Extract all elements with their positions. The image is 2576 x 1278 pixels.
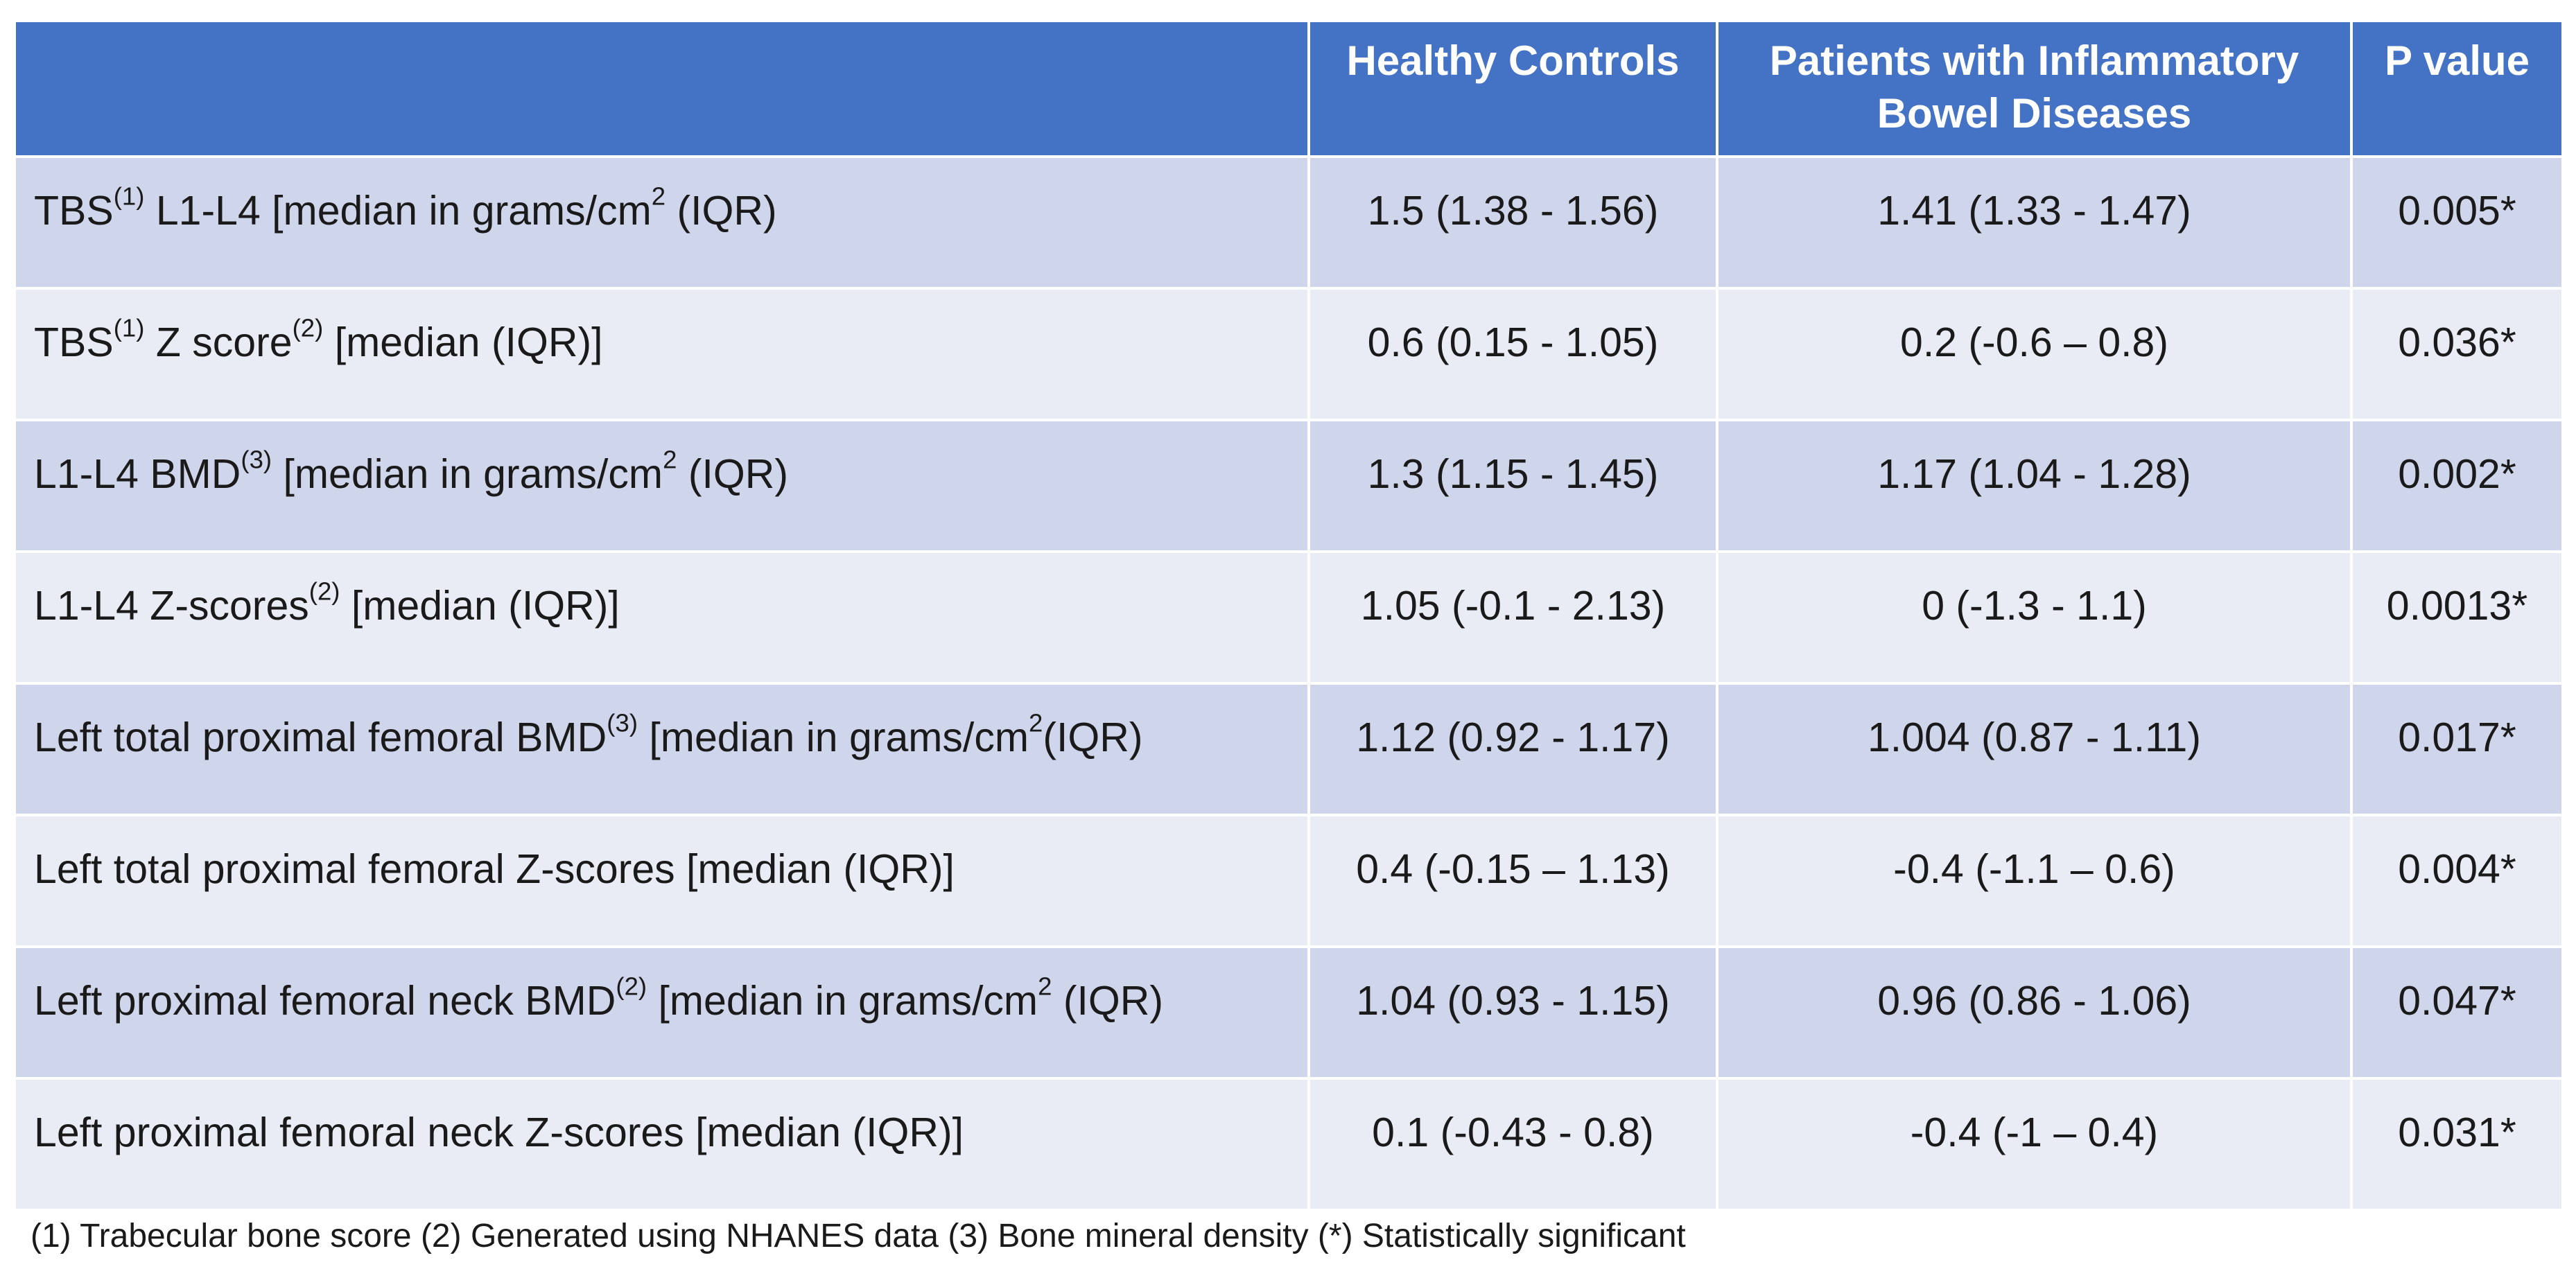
table-row: TBS(1) L1-L4 [median in grams/cm2 (IQR) … [13,155,2564,290]
label-superscript: 2 [651,182,666,211]
label-superscript: (3) [241,445,272,474]
label-text: Left total proximal femoral BMD [34,715,607,760]
label-superscript: (2) [292,313,324,342]
p-value: 0.005* [2350,155,2564,290]
label-superscript: 2 [1038,972,1052,1001]
row-label: Left total proximal femoral Z-scores [me… [13,814,1310,948]
label-text: TBS [34,188,114,234]
ibd-value: 0 (-1.3 - 1.1) [1716,550,2353,685]
label-superscript: (3) [607,708,638,737]
label-text: (IQR) [665,188,777,234]
label-text: Left proximal femoral neck Z-scores [med… [34,1110,964,1155]
label-superscript: (1) [113,313,145,342]
healthy-controls-value: 1.5 (1.38 - 1.56) [1307,155,1718,290]
row-label: L1-L4 Z-scores(2) [median (IQR)] [13,550,1310,685]
label-text: [median in grams/cm [272,451,663,497]
header-ibd-line1: Patients with Inflammatory [1769,37,2299,84]
ibd-value: 1.004 (0.87 - 1.11) [1716,682,2353,816]
table-row: Left proximal femoral neck Z-scores [med… [13,1077,2564,1211]
header-p-value: P value [2350,19,2564,158]
label-text: (IQR) [1052,978,1164,1024]
table-row: L1-L4 BMD(3) [median in grams/cm2 (IQR) … [13,419,2564,553]
p-value: 0.047* [2350,945,2564,1080]
ibd-value: 0.96 (0.86 - 1.06) [1716,945,2353,1080]
label-superscript: 2 [663,445,677,474]
footnote: (1) Trabecular bone score (2) Generated … [31,1218,1686,1254]
ibd-value: 1.17 (1.04 - 1.28) [1716,419,2353,553]
row-label: Left total proximal femoral BMD(3) [medi… [13,682,1310,816]
table-row: TBS(1) Z score(2) [median (IQR)] 0.6 (0.… [13,287,2564,421]
healthy-controls-value: 1.12 (0.92 - 1.17) [1307,682,1718,816]
healthy-controls-value: 0.6 (0.15 - 1.05) [1307,287,1718,421]
label-text: Left proximal femoral neck BMD [34,978,616,1024]
header-healthy-controls: Healthy Controls [1307,19,1718,158]
row-label: Left proximal femoral neck Z-scores [med… [13,1077,1310,1211]
healthy-controls-value: 0.4 (-0.15 – 1.13) [1307,814,1718,948]
healthy-controls-value: 1.04 (0.93 - 1.15) [1307,945,1718,1080]
table-row: Left proximal femoral neck BMD(2) [media… [13,945,2564,1080]
label-text: Z score [144,320,293,365]
header-ibd-patients: Patients with Inflammatory Bowel Disease… [1716,19,2353,158]
header-ibd-line2: Bowel Diseases [1877,90,2192,137]
label-text: [median in grams/cm [647,978,1038,1024]
header-label-cell [13,19,1310,158]
label-superscript: (2) [308,577,340,606]
p-value: 0.0013* [2350,550,2564,685]
p-value: 0.004* [2350,814,2564,948]
ibd-value: 0.2 (-0.6 – 0.8) [1716,287,2353,421]
ibd-value: -0.4 (-1 – 0.4) [1716,1077,2353,1211]
p-value: 0.036* [2350,287,2564,421]
row-label: Left proximal femoral neck BMD(2) [media… [13,945,1310,1080]
label-text: (IQR) [677,451,789,497]
row-label: TBS(1) Z score(2) [median (IQR)] [13,287,1310,421]
healthy-controls-value: 1.05 (-0.1 - 2.13) [1307,550,1718,685]
label-superscript: 2 [1028,708,1043,737]
healthy-controls-value: 1.3 (1.15 - 1.45) [1307,419,1718,553]
p-value: 0.002* [2350,419,2564,553]
table-row: L1-L4 Z-scores(2) [median (IQR)] 1.05 (-… [13,550,2564,685]
results-table: Healthy Controls Patients with Inflammat… [13,19,2564,1211]
ibd-value: 1.41 (1.33 - 1.47) [1716,155,2353,290]
label-text: L1-L4 Z-scores [34,583,309,629]
row-label: L1-L4 BMD(3) [median in grams/cm2 (IQR) [13,419,1310,553]
label-text: [median (IQR)] [340,583,620,629]
row-label: TBS(1) L1-L4 [median in grams/cm2 (IQR) [13,155,1310,290]
label-text: [median in grams/cm [638,715,1029,760]
table-row: Left total proximal femoral Z-scores [me… [13,814,2564,948]
label-text: TBS [34,320,114,365]
p-value: 0.031* [2350,1077,2564,1211]
label-text: L1-L4 [median in grams/cm [144,188,652,234]
label-superscript: (1) [113,182,145,211]
label-superscript: (2) [616,972,647,1001]
label-text: [median (IQR)] [323,320,603,365]
ibd-value: -0.4 (-1.1 – 0.6) [1716,814,2353,948]
label-text: Left total proximal femoral Z-scores [me… [34,846,955,892]
header-row: Healthy Controls Patients with Inflammat… [13,19,2564,158]
label-text: (IQR) [1043,715,1143,760]
healthy-controls-value: 0.1 (-0.43 - 0.8) [1307,1077,1718,1211]
p-value: 0.017* [2350,682,2564,816]
table-row: Left total proximal femoral BMD(3) [medi… [13,682,2564,816]
label-text: L1-L4 BMD [34,451,241,497]
